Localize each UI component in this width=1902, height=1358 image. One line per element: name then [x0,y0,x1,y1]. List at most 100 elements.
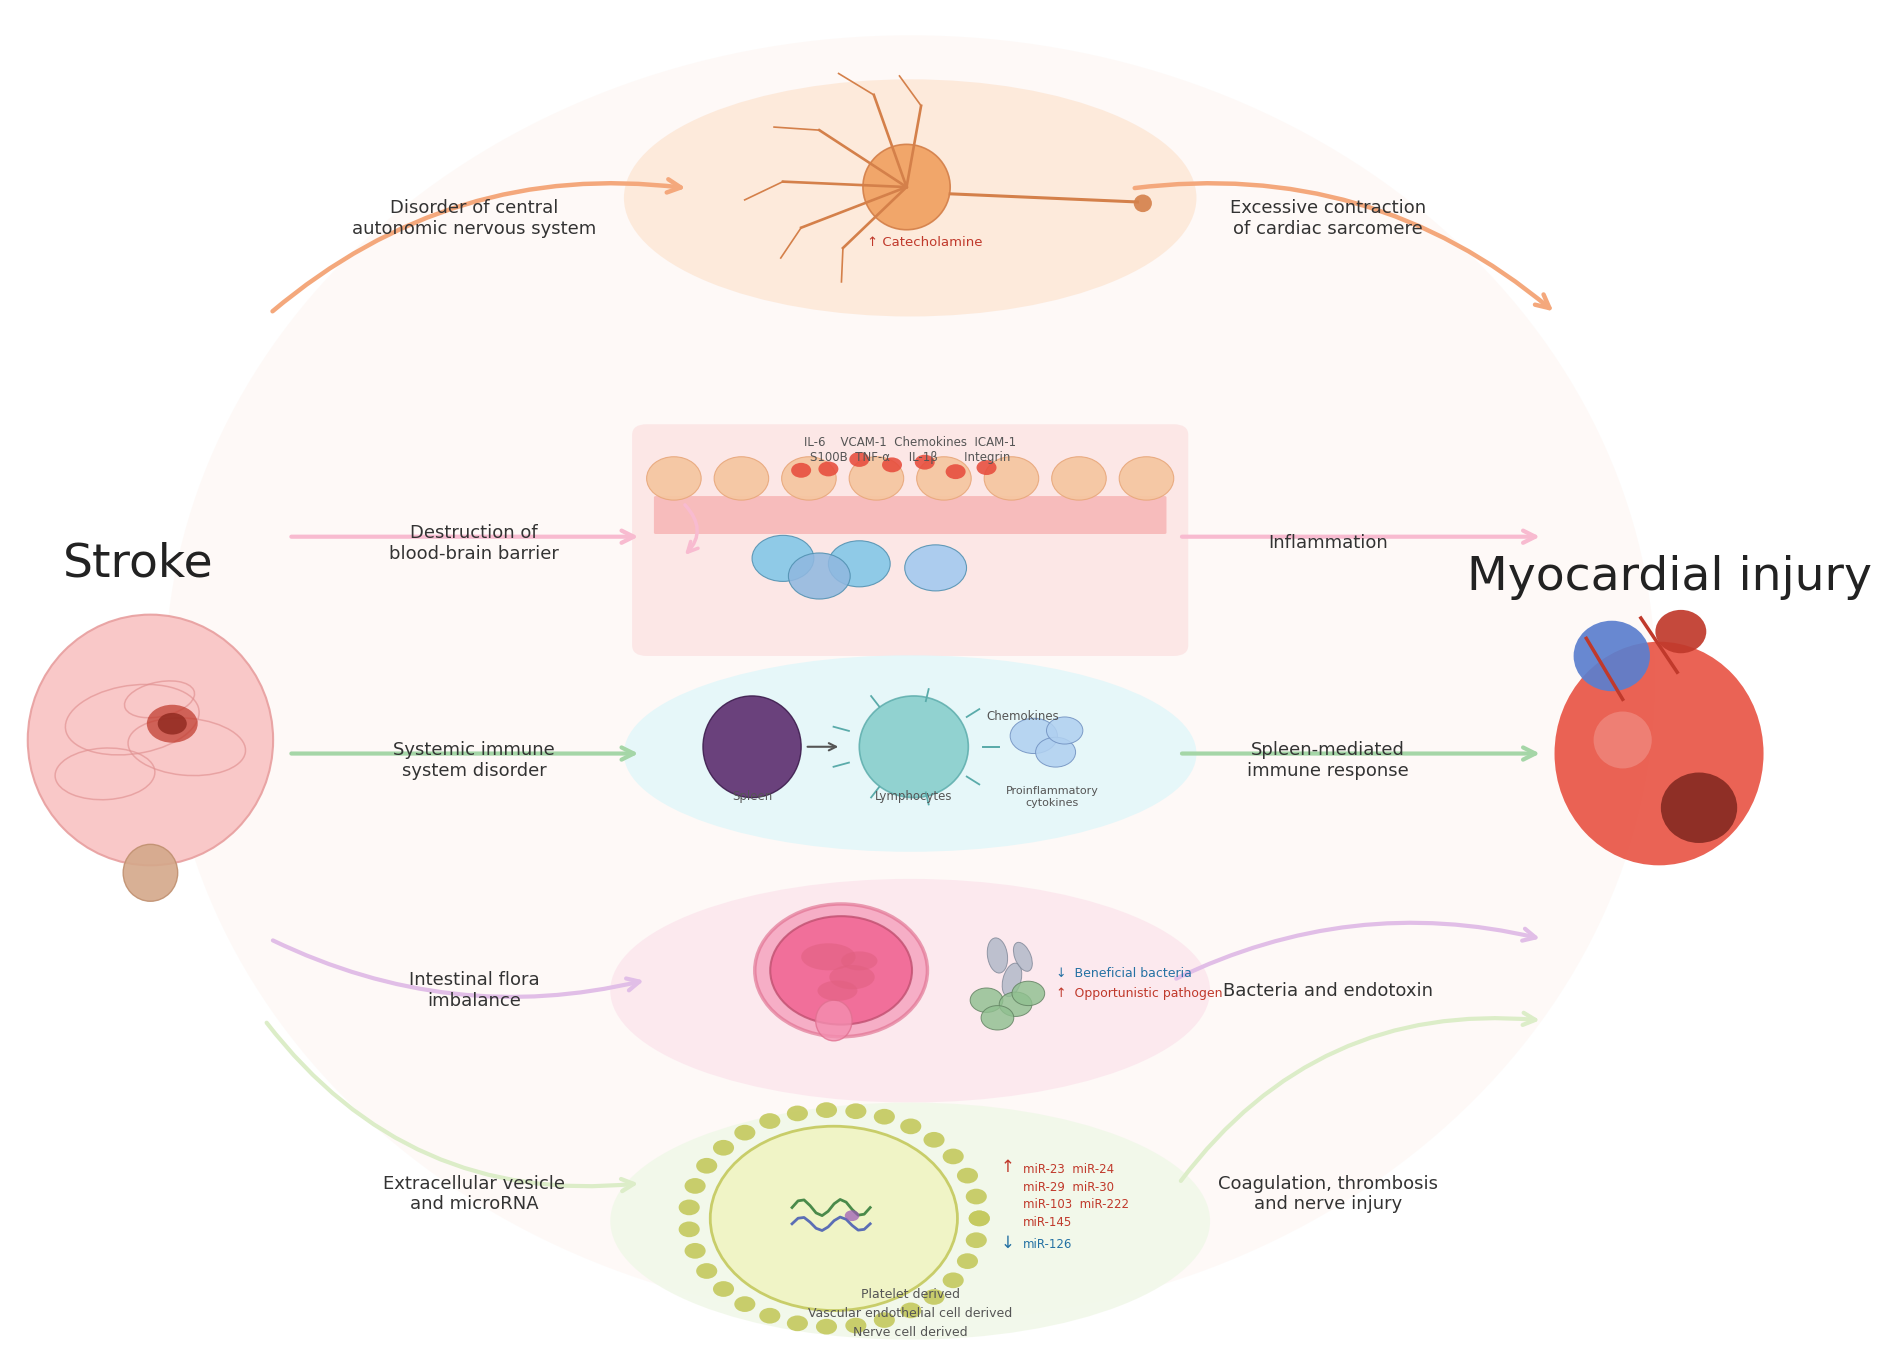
Text: Coagulation, thrombosis
and nerve injury: Coagulation, thrombosis and nerve injury [1219,1175,1438,1214]
Circle shape [966,1188,987,1205]
Circle shape [1012,982,1044,1006]
Text: ↑ Catecholamine: ↑ Catecholamine [867,236,983,249]
Circle shape [957,1168,978,1183]
Circle shape [696,1158,717,1173]
Circle shape [679,1221,700,1237]
Circle shape [734,1297,755,1312]
Text: Spleen: Spleen [732,790,772,804]
Circle shape [844,1210,860,1221]
Ellipse shape [158,713,186,735]
Ellipse shape [770,917,911,1024]
Ellipse shape [704,695,801,797]
Circle shape [829,540,890,587]
Text: Myocardial injury: Myocardial injury [1468,555,1872,600]
Circle shape [685,1177,706,1194]
Circle shape [945,464,966,479]
Ellipse shape [864,144,951,230]
Circle shape [957,1253,978,1268]
Circle shape [679,1199,700,1215]
Text: miR-23  miR-24: miR-23 miR-24 [1023,1162,1115,1176]
Circle shape [943,1272,964,1289]
Circle shape [981,1006,1014,1029]
Text: miR-103  miR-222: miR-103 miR-222 [1023,1198,1130,1211]
Text: Chemokines: Chemokines [987,710,1059,724]
Text: Intestinal flora
imbalance: Intestinal flora imbalance [409,971,540,1010]
Ellipse shape [1660,773,1737,843]
Text: Stroke: Stroke [63,542,213,587]
Circle shape [883,458,902,473]
Circle shape [816,1103,837,1118]
Circle shape [850,452,869,467]
Text: Extracellular vesicle
and microRNA: Extracellular vesicle and microRNA [382,1175,565,1214]
Circle shape [915,455,934,470]
Circle shape [759,1114,780,1128]
Ellipse shape [1118,456,1174,500]
Ellipse shape [816,1001,852,1040]
Circle shape [787,1316,808,1331]
Circle shape [900,1119,921,1134]
Ellipse shape [987,938,1008,974]
Ellipse shape [983,456,1038,500]
Text: miR-126: miR-126 [1023,1237,1073,1251]
Text: miR-145: miR-145 [1023,1215,1073,1229]
Ellipse shape [818,980,858,1001]
Text: ↑  Opportunistic pathogen: ↑ Opportunistic pathogen [1056,987,1223,999]
Ellipse shape [782,456,837,500]
Ellipse shape [611,879,1210,1103]
Circle shape [905,545,966,591]
Ellipse shape [860,695,968,797]
Text: ↓: ↓ [1000,1234,1016,1252]
Ellipse shape [1554,642,1763,865]
Ellipse shape [611,1103,1210,1340]
Text: IL-6    VCAM-1  Chemokines  ICAM-1
S100B  TNF-α     IL-1β       Integrin: IL-6 VCAM-1 Chemokines ICAM-1 S100B TNF-… [805,436,1016,464]
Ellipse shape [829,966,875,990]
Ellipse shape [647,456,702,500]
Text: ↑: ↑ [1000,1158,1016,1176]
FancyBboxPatch shape [654,496,1166,534]
Text: Nerve cell derived: Nerve cell derived [852,1325,968,1339]
Circle shape [844,1317,867,1334]
Circle shape [818,462,839,477]
Ellipse shape [801,944,856,971]
Circle shape [685,1243,706,1259]
Circle shape [900,1302,921,1319]
Text: ↓  Beneficial bacteria: ↓ Beneficial bacteria [1056,967,1191,979]
Circle shape [709,1126,957,1310]
Text: miR-29  miR-30: miR-29 miR-30 [1023,1180,1115,1194]
Circle shape [844,1103,867,1119]
Ellipse shape [1052,456,1107,500]
Text: Disorder of central
autonomic nervous system: Disorder of central autonomic nervous sy… [352,198,595,238]
Ellipse shape [1594,712,1651,769]
Circle shape [999,993,1033,1016]
Text: Bacteria and endotoxin: Bacteria and endotoxin [1223,982,1434,999]
Circle shape [873,1312,894,1328]
Circle shape [816,1319,837,1335]
Text: Destruction of
blood-brain barrier: Destruction of blood-brain barrier [390,524,559,562]
Circle shape [759,1308,780,1324]
Circle shape [1010,718,1058,754]
Text: Spleen-mediated
immune response: Spleen-mediated immune response [1248,741,1409,779]
Circle shape [696,1263,717,1279]
Text: Inflammation: Inflammation [1269,535,1388,553]
Circle shape [713,1139,734,1156]
Circle shape [734,1124,755,1141]
Circle shape [968,1210,989,1226]
Ellipse shape [917,456,972,500]
Circle shape [970,989,1002,1012]
Text: Excessive contraction
of cardiac sarcomere: Excessive contraction of cardiac sarcome… [1231,198,1426,238]
Circle shape [924,1289,945,1305]
Circle shape [713,1281,734,1297]
Circle shape [966,1232,987,1248]
Circle shape [968,1210,989,1226]
Circle shape [787,1105,808,1122]
Ellipse shape [624,79,1196,316]
Ellipse shape [755,904,928,1036]
Circle shape [976,460,997,475]
Circle shape [789,553,850,599]
Ellipse shape [1134,194,1153,212]
Text: Lymphocytes: Lymphocytes [875,790,953,804]
Ellipse shape [841,952,877,971]
Ellipse shape [1002,963,1021,997]
Text: Proinflammatory
cytokines: Proinflammatory cytokines [1006,786,1097,808]
Circle shape [1035,737,1077,767]
